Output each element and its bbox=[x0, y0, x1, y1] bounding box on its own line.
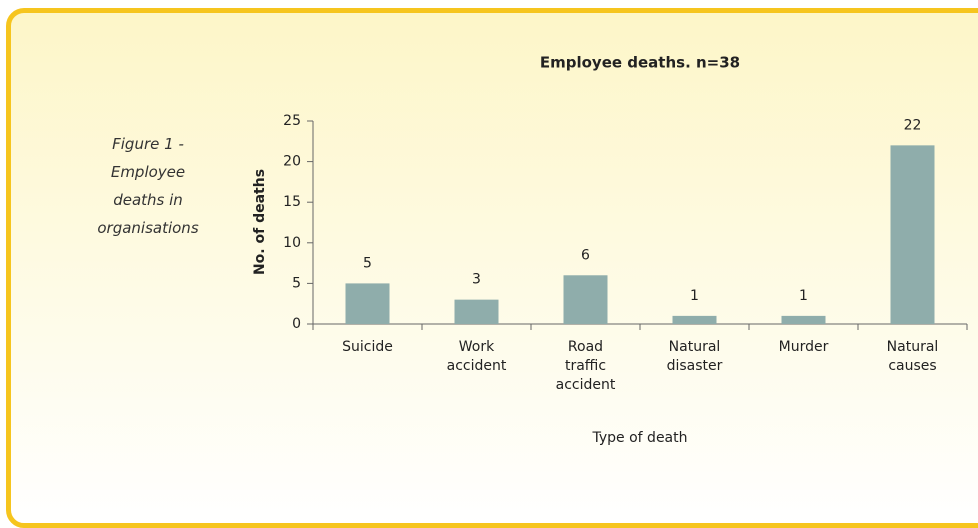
bar bbox=[672, 315, 717, 324]
x-tick-label: Murder bbox=[778, 339, 829, 355]
bar bbox=[345, 283, 390, 324]
chart-title: Employee deaths. n=38 bbox=[540, 54, 740, 72]
y-tick-label: 5 bbox=[292, 275, 301, 291]
x-axis-label: Type of death bbox=[592, 430, 688, 446]
y-tick-label: 25 bbox=[283, 113, 301, 129]
y-tick-label: 15 bbox=[283, 194, 301, 210]
x-tick-label-box: Natural disaster bbox=[666, 339, 723, 374]
y-tick-label: 0 bbox=[292, 316, 301, 332]
x-tick-label: Suicide bbox=[342, 339, 393, 355]
value-label: 5 bbox=[363, 255, 372, 271]
y-tick-label: 10 bbox=[283, 235, 301, 251]
value-label: 6 bbox=[581, 247, 590, 263]
x-tick-label: Work accident bbox=[446, 339, 507, 374]
y-axis-label: No. of deaths bbox=[252, 169, 268, 275]
x-tick-label: Natural causes bbox=[886, 339, 939, 374]
value-label: 1 bbox=[690, 288, 699, 304]
x-tick-label: Road traffic accident bbox=[555, 339, 616, 393]
y-tick-label: 20 bbox=[283, 154, 301, 170]
x-tick-label-box: Murder bbox=[778, 339, 829, 355]
x-tick-label-box: Suicide bbox=[342, 339, 393, 355]
x-tick-label-box: Natural causes bbox=[886, 339, 939, 374]
x-tick-label: Natural disaster bbox=[666, 339, 723, 374]
value-label: 22 bbox=[904, 117, 922, 133]
value-label: 3 bbox=[472, 272, 481, 288]
figure-caption: Figure 1 - Employee deaths in organisati… bbox=[97, 135, 199, 237]
x-tick-label-box: Work accident bbox=[446, 339, 507, 374]
bar bbox=[890, 145, 935, 324]
x-tick-label-box: Road traffic accident bbox=[555, 339, 616, 393]
bar bbox=[781, 315, 826, 324]
bar bbox=[563, 275, 608, 324]
bar bbox=[454, 299, 499, 324]
value-label: 1 bbox=[799, 288, 808, 304]
figure-frame bbox=[6, 8, 978, 528]
chart: Employee deaths. n=38 Type of death No. … bbox=[252, 54, 968, 446]
